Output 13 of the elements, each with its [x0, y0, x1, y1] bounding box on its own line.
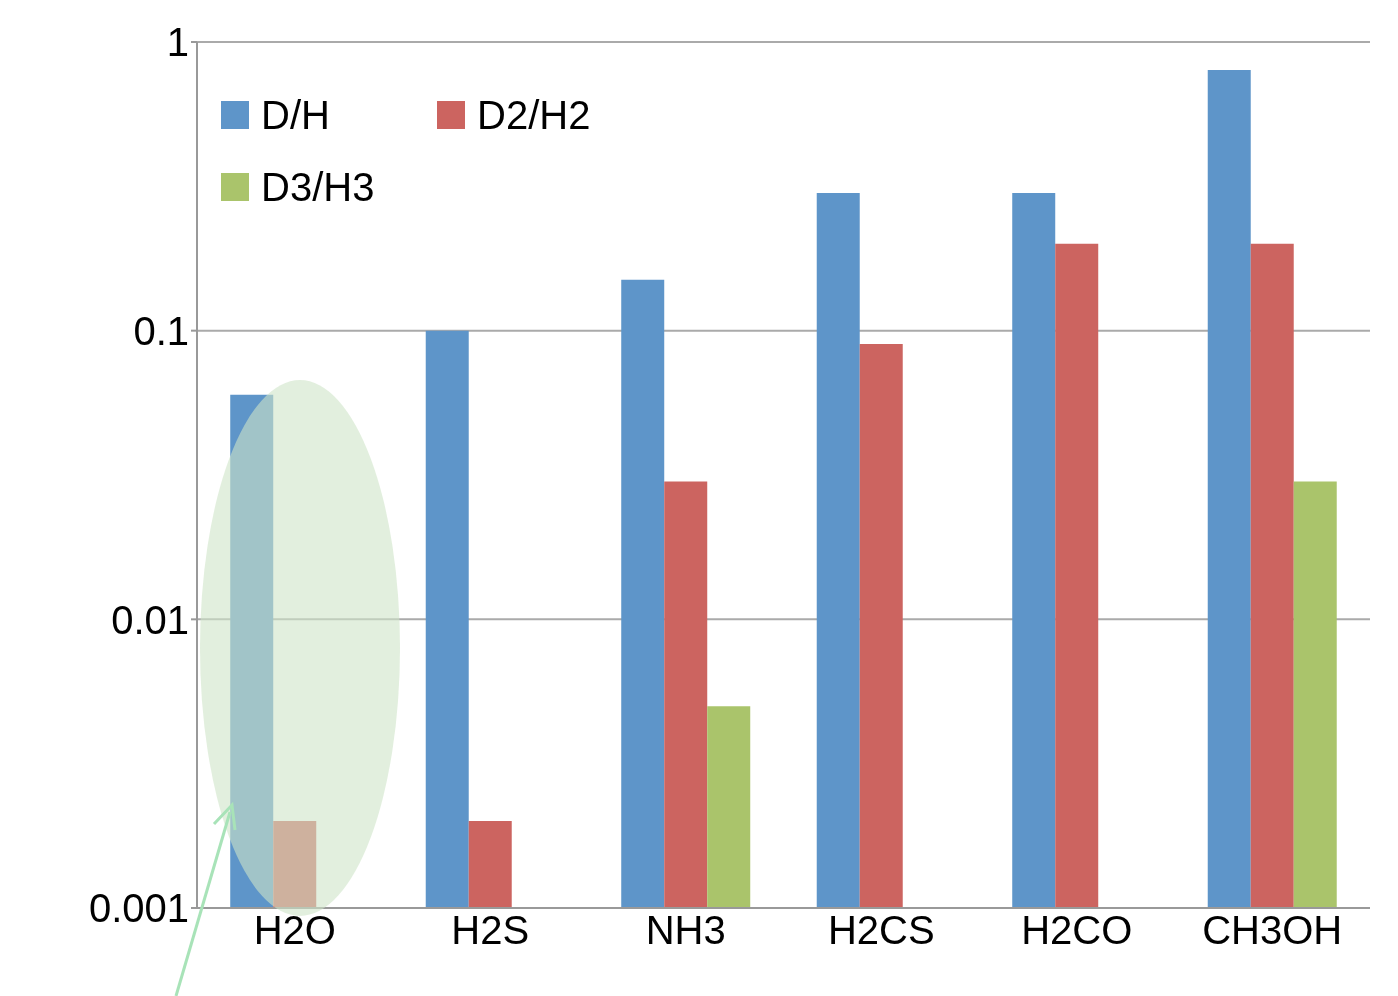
x-tick-label: NH3 [645, 908, 726, 953]
legend-label: D2/H2 [477, 93, 591, 137]
legend-label: D3/H3 [261, 165, 375, 209]
y-tick-label: 0.1 [133, 308, 189, 353]
y-tick-label: 0.001 [88, 886, 189, 931]
y-tick-label: 0.01 [111, 597, 189, 642]
x-tick-label: H2S [451, 908, 530, 953]
legend-label: D/H [261, 93, 330, 137]
x-tick-label: CH3OH [1202, 908, 1343, 953]
x-tick-label: H2O [253, 908, 336, 953]
x-tick-label: H2CO [1021, 908, 1133, 953]
y-tick-label: 1 [166, 20, 189, 65]
x-tick-label: H2CS [827, 908, 935, 953]
